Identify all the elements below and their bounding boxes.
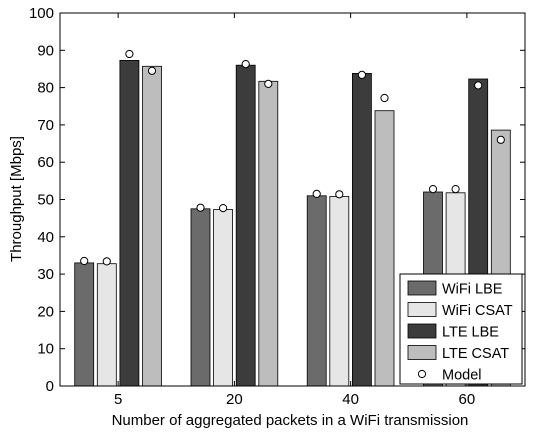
model-marker-wifi-csat-20	[219, 204, 228, 213]
legend-label-lte-lbe: LTE LBE	[442, 325, 499, 341]
bar-wifi-lbe-5	[74, 262, 95, 387]
x-tick-label-5: 5	[114, 391, 122, 408]
legend-swatch-lte-csat	[407, 345, 437, 360]
legend-label-wifi-csat: WiFi CSAT	[442, 303, 513, 319]
y-tick-label-20: 20	[37, 303, 54, 320]
y-tick-label-10: 10	[37, 341, 54, 358]
legend-label-lte-csat: LTE CSAT	[442, 346, 509, 362]
model-marker-lte-lbe-60	[474, 81, 483, 90]
bar-lte-csat-20	[258, 80, 279, 387]
model-marker-lte-csat-60	[496, 135, 505, 144]
y-tick-label-50: 50	[37, 192, 54, 209]
y-tick-label-60: 60	[37, 154, 54, 171]
model-marker-wifi-lbe-40	[312, 189, 321, 198]
legend-swatch-lte-lbe	[407, 323, 437, 339]
model-marker-lte-lbe-20	[241, 60, 250, 69]
model-marker-wifi-lbe-60	[428, 185, 438, 194]
model-markers-layer	[80, 49, 505, 266]
bar-lte-csat-40	[374, 110, 395, 387]
bar-lte-lbe-20	[235, 64, 256, 387]
y-tick-label-80: 80	[37, 80, 54, 97]
legend-label-model: Model	[442, 368, 482, 384]
y-tick-label-30: 30	[37, 266, 54, 283]
legend-swatch-wifi-lbe	[407, 280, 437, 296]
legend-swatch-wifi-csat	[407, 302, 437, 317]
bar-lte-csat-5	[142, 65, 162, 387]
model-marker-wifi-csat-5	[102, 257, 111, 266]
y-tick-label-40: 40	[37, 229, 54, 246]
x-axis-label: Number of aggregated packets in a WiFi t…	[112, 412, 469, 429]
x-tick-label-60: 60	[459, 391, 476, 408]
bar-wifi-csat-20	[213, 209, 234, 387]
axes-layer: 0 10 20 30 40 50 60 70 80 90 100 5 20 40 60	[29, 5, 526, 408]
bar-wifi-csat-40	[329, 196, 350, 387]
x-tick-label-40: 40	[342, 391, 359, 408]
bar-wifi-csat-5	[96, 263, 117, 387]
bar-lte-lbe-40	[351, 73, 372, 387]
model-marker-wifi-lbe-5	[80, 256, 89, 266]
model-marker-wifi-csat-40	[335, 190, 344, 199]
model-marker-lte-lbe-5	[125, 49, 134, 59]
model-marker-wifi-csat-60	[451, 185, 460, 194]
bar-wifi-lbe-20	[190, 208, 211, 387]
legend-label-wifi-lbe: WiFi LBE	[442, 282, 503, 298]
y-axis-label: Throughput [Mbps]	[8, 136, 25, 262]
model-marker-lte-csat-20	[264, 79, 273, 89]
model-marker-wifi-lbe-20	[196, 203, 205, 212]
y-tick-label-90: 90	[37, 42, 54, 59]
bar-wifi-lbe-40	[306, 195, 327, 387]
model-marker-lte-lbe-40	[357, 70, 366, 80]
legend: WiFi LBE WiFi CSAT LTE LBE LTE CSAT Model	[399, 273, 523, 385]
bar-lte-lbe-5	[119, 60, 140, 387]
y-tick-label-100: 100	[29, 5, 54, 22]
legend-swatch-model	[417, 369, 427, 379]
model-marker-lte-csat-40	[380, 93, 389, 103]
y-tick-label-70: 70	[37, 117, 54, 134]
bars-layer	[74, 60, 511, 387]
y-tick-label-0: 0	[46, 378, 54, 395]
model-marker-lte-csat-5	[147, 66, 157, 75]
x-tick-label-20: 20	[226, 391, 243, 408]
